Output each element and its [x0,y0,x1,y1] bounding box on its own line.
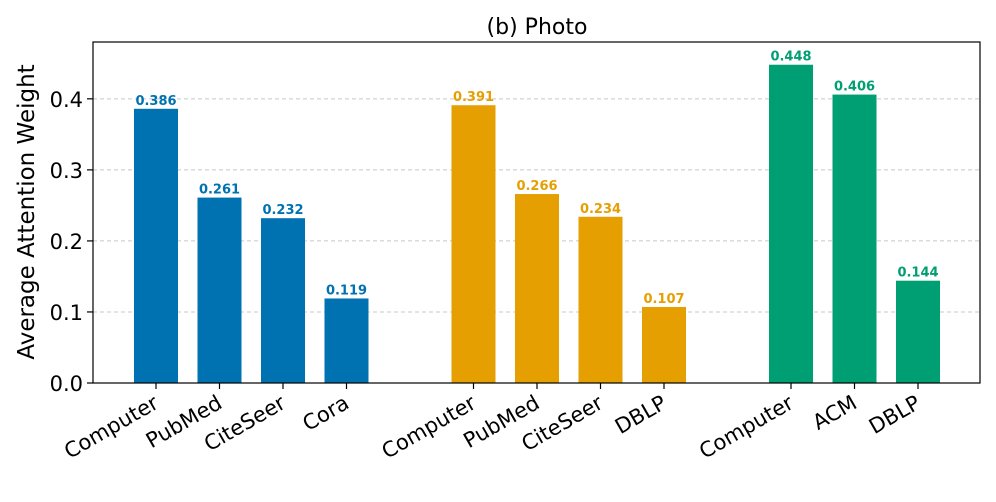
bar [832,94,877,383]
data-label: 0.448 [770,50,811,65]
plot-frame [92,41,981,384]
bar [451,105,496,383]
x-tick-label: Cora [299,391,353,436]
x-tick-label: ACM [808,391,861,435]
bar [197,197,242,383]
data-label: 0.119 [326,283,367,298]
data-label: 0.144 [897,266,938,281]
chart-title: (b) Photo [487,15,588,40]
value-labels: 0.386 0.261 0.232 0.119 0.391 0.266 0.234 0.107… [135,50,938,307]
y-tick-label: 0.1 [50,301,83,325]
bar [324,298,369,383]
x-tick-label: DBLP [611,391,671,439]
data-label: 0.406 [834,80,875,95]
bar [134,108,178,383]
data-label: 0.234 [580,202,621,217]
data-label: 0.261 [199,183,240,198]
y-tick-label: 0.3 [50,159,83,183]
x-tick-label: Computer [378,390,481,463]
y-tick-label: 0.0 [50,372,83,396]
bar [642,306,686,383]
bar [896,280,940,383]
bar [515,194,559,383]
x-tick-label: Computer [695,390,798,463]
y-tick-label: 0.4 [50,88,83,112]
x-tick-label: DBLP [865,391,925,439]
data-label: 0.107 [643,292,684,307]
data-label: 0.386 [135,94,176,109]
bars [134,64,940,383]
bar [578,216,623,383]
bar [769,64,813,383]
x-tick-label: Computer [60,390,163,463]
y-axis-label: Average Attention Weight [14,64,40,359]
data-label: 0.391 [453,90,494,105]
y-tick-label: 0.2 [50,230,83,254]
y-axis-ticks: 0.0 0.1 0.2 0.3 0.4 [50,88,93,396]
data-label: 0.232 [262,203,303,218]
data-label: 0.266 [516,179,557,194]
bar [261,218,305,383]
